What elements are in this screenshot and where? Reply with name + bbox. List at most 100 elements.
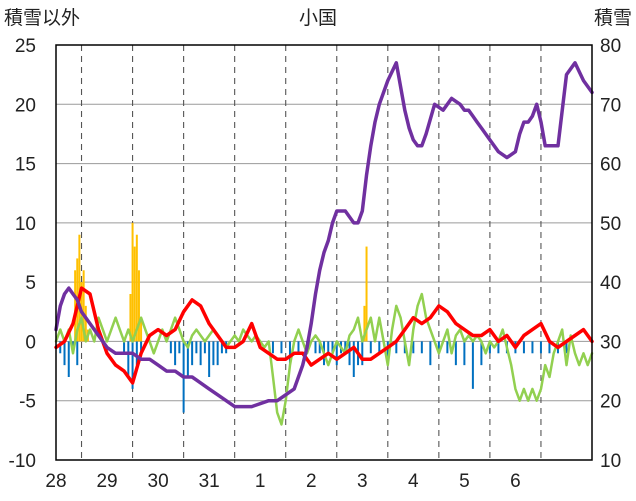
x-tick-label: 30 [148, 471, 169, 492]
left-y-tick-labels: 25 20 15 10 5 0 -5 -10 [9, 36, 36, 472]
snowfall-bar [133, 246, 136, 342]
precipitation-bar [63, 341, 66, 366]
snow-depth-line [54, 61, 594, 409]
right-axis-label: 積雪 [594, 7, 632, 29]
precipitation-bar [59, 341, 62, 354]
snowfall-bar [82, 270, 85, 342]
right-y-tick-label: 70 [600, 95, 621, 116]
precipitation-bar [140, 341, 143, 354]
x-tick-label: 4 [408, 471, 419, 492]
precipitation-bar [131, 341, 134, 389]
precipitation-bar [488, 341, 491, 354]
x-tick-label: 28 [45, 471, 66, 492]
precipitation-bar [331, 341, 334, 354]
precipitation-bar [199, 341, 202, 366]
left-y-tick-label: 10 [15, 214, 36, 235]
x-tick-label: 29 [96, 471, 117, 492]
right-y-tick-label: 80 [600, 36, 621, 57]
precipitation-bar [169, 341, 172, 354]
precipitation-bar [437, 341, 440, 354]
precipitation-bar [76, 341, 79, 366]
precipitation-bar [480, 341, 483, 366]
precipitation-bar [548, 341, 551, 354]
precipitation-bar [352, 341, 355, 377]
snowfall-bar [365, 246, 368, 342]
plot-area-frame [55, 44, 593, 461]
precipitation-bar [348, 341, 351, 366]
precipitation-bar [378, 341, 381, 354]
x-tick-labels: 28 29 30 31 1 2 3 4 5 6 [45, 471, 520, 492]
precipitation-bar [297, 341, 300, 354]
precipitation-bar [412, 341, 415, 354]
precipitation-bar [178, 341, 181, 354]
precipitation-bar [446, 341, 449, 354]
precipitation-bar [318, 341, 321, 354]
precipitation-bar [135, 341, 138, 366]
precipitation-bar [327, 341, 330, 354]
left-y-tick-label: -10 [9, 451, 36, 472]
precipitation-bar [522, 341, 525, 354]
right-y-tick-label: 50 [600, 214, 621, 235]
snowfall-bar [84, 305, 87, 342]
left-axis-label: 積雪以外 [4, 7, 80, 29]
right-y-tick-label: 60 [600, 155, 621, 176]
temperature-line [54, 286, 594, 385]
left-y-tick-label: 20 [15, 95, 36, 116]
precipitation-bar [186, 341, 189, 377]
precipitation-bar [531, 341, 534, 354]
x-tick-label: 3 [357, 471, 368, 492]
wind-line [54, 292, 594, 426]
snowfall-bar [131, 222, 134, 342]
x-tick-label: 31 [199, 471, 220, 492]
x-tick-label: 6 [510, 471, 521, 492]
left-y-tick-label: 15 [15, 155, 36, 176]
left-y-tick-label: -5 [19, 392, 36, 413]
chart-title: 小国 [299, 7, 337, 29]
precipitation-bar [335, 341, 338, 366]
snowfall-bar [129, 294, 132, 342]
precipitation-bar [203, 341, 206, 354]
precipitation-bar [395, 341, 398, 354]
right-y-tick-labels: 80 70 60 50 40 30 20 10 [600, 36, 621, 472]
x-tick-label: 1 [255, 471, 266, 492]
snowfall-bar [140, 317, 143, 342]
precipitation-bar [67, 341, 70, 377]
right-y-tick-label: 40 [600, 273, 621, 294]
precipitation-bar [361, 341, 364, 366]
right-y-tick-label: 10 [600, 451, 621, 472]
precipitation-bar [220, 341, 223, 354]
precipitation-bar [174, 341, 177, 366]
snowfall-bar [135, 234, 138, 342]
precipitation-bar [369, 341, 372, 354]
precipitation-bar [429, 341, 432, 366]
precipitation-bar [420, 341, 423, 354]
precipitation-bar [127, 341, 130, 377]
precipitation-bar [471, 341, 474, 389]
precipitation-bar [212, 341, 215, 366]
snowfall-bar [137, 270, 140, 342]
precipitation-bar [195, 341, 198, 354]
precipitation-bar [216, 341, 219, 366]
series-lines [54, 61, 594, 426]
right-y-tick-label: 30 [600, 332, 621, 353]
snowfall-bar [78, 234, 81, 342]
snowfall-bar [363, 305, 366, 342]
left-y-tick-label: 0 [25, 332, 36, 353]
precipitation-bar [565, 341, 568, 354]
precipitation-bar [497, 341, 500, 354]
precipitation-bar [463, 341, 466, 366]
precipitation-bar [208, 341, 211, 377]
precipitation-bar [386, 341, 389, 366]
precipitation-bar [280, 341, 283, 354]
left-y-tick-label: 5 [25, 273, 36, 294]
precipitation-bar [271, 341, 274, 354]
x-tick-label: 2 [306, 471, 317, 492]
x-tick-label: 5 [459, 471, 470, 492]
precipitation-bar [191, 341, 194, 366]
precipitation-bar [454, 341, 457, 366]
precipitation-bar [123, 341, 126, 354]
precipitation-bar [539, 341, 542, 354]
precipitation-bar [344, 341, 347, 354]
left-y-tick-label: 25 [15, 36, 36, 57]
